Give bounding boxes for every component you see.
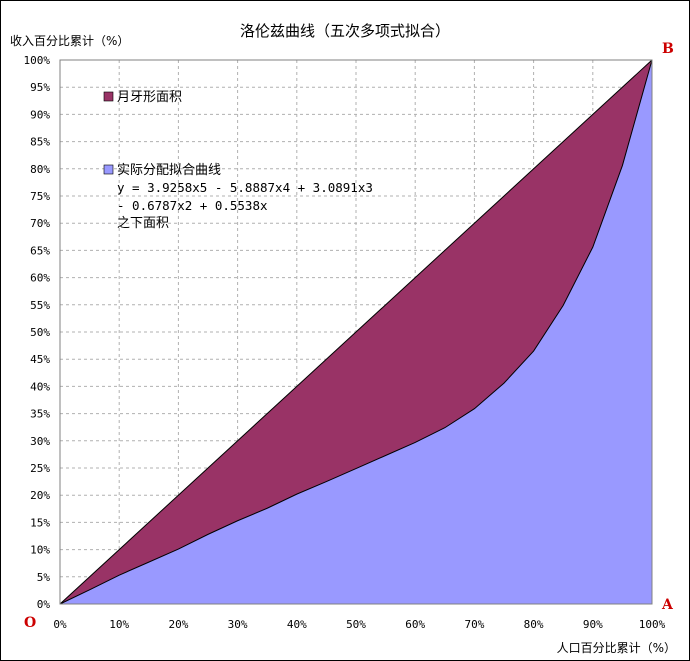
- y-tick-label: 25%: [30, 462, 50, 475]
- x-tick-label: 0%: [53, 618, 67, 631]
- y-tick-label: 90%: [30, 108, 50, 121]
- y-tick-label: 15%: [30, 516, 50, 529]
- x-tick-label: 90%: [583, 618, 603, 631]
- x-tick-label: 70%: [464, 618, 484, 631]
- legend-formula-line3: 之下面积: [117, 216, 169, 231]
- corner-label-a: A: [661, 597, 674, 613]
- equality-line: [59, 59, 653, 605]
- y-tick-label: 60%: [30, 272, 50, 285]
- legend-swatch-crescent: [103, 91, 114, 102]
- corner-label-b: B: [662, 41, 674, 57]
- y-tick-label: 10%: [30, 544, 50, 557]
- legend-swatch-lorenz: [103, 164, 114, 175]
- x-tick-label: 50%: [346, 618, 366, 631]
- y-tick-label: 0%: [37, 598, 51, 611]
- legend-label-lorenz: 实际分配拟合曲线: [117, 163, 221, 178]
- legend-formula-line1: y = 3.9258x5 - 5.8887x4 + 3.0891x3: [117, 180, 373, 195]
- y-tick-label: 80%: [30, 163, 50, 176]
- x-tick-label: 80%: [524, 618, 544, 631]
- x-tick-label: 100%: [639, 618, 666, 631]
- lorenz-curve-line: [59, 59, 653, 605]
- y-tick-label: 20%: [30, 489, 50, 502]
- x-tick-label: 40%: [287, 618, 307, 631]
- legend-label-crescent: 月牙形面积: [117, 90, 182, 105]
- x-tick-labels: 0% 10% 20% 30% 40% 50% 60% 70% 80% 90% 100%: [53, 618, 665, 631]
- x-axis-title: 人口百分比累计（%）: [557, 641, 676, 655]
- chart-title: 洛伦兹曲线（五次多项式拟合）: [240, 22, 450, 40]
- y-tick-label: 100%: [24, 54, 51, 67]
- y-tick-label: 55%: [30, 299, 50, 312]
- legend-formula-line2: - 0.6787x2 + 0.5538x: [117, 198, 268, 213]
- x-tick-label: 20%: [168, 618, 188, 631]
- y-tick-label: 45%: [30, 353, 50, 366]
- x-tick-label: 60%: [405, 618, 425, 631]
- y-axis-title: 收入百分比累计（%）: [10, 34, 129, 48]
- y-tick-label: 5%: [37, 571, 51, 584]
- y-tick-label: 30%: [30, 435, 50, 448]
- y-tick-label: 70%: [30, 217, 50, 230]
- y-tick-label: 85%: [30, 136, 50, 149]
- lorenz-area: [60, 60, 652, 604]
- y-tick-label: 35%: [30, 408, 50, 421]
- y-tick-labels: 0% 5% 10% 15% 20% 25% 30% 35% 40% 45% 50% 55% 60% 65%…: [24, 54, 51, 611]
- x-tick-label: 10%: [109, 618, 129, 631]
- corner-label-origin: O: [24, 615, 36, 631]
- y-tick-label: 50%: [30, 326, 50, 339]
- y-tick-label: 95%: [30, 81, 50, 94]
- y-tick-label: 65%: [30, 244, 50, 257]
- y-tick-label: 40%: [30, 380, 50, 393]
- plot-border: [59, 59, 653, 605]
- y-tick-label: 75%: [30, 190, 50, 203]
- x-tick-label: 30%: [228, 618, 248, 631]
